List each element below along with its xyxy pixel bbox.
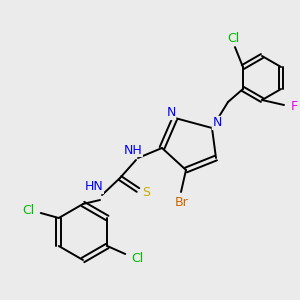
- Text: Cl: Cl: [22, 205, 35, 218]
- Text: Cl: Cl: [131, 251, 143, 265]
- Text: HN: HN: [85, 181, 104, 194]
- Text: NH: NH: [124, 143, 142, 157]
- Text: S: S: [142, 185, 150, 199]
- Text: F: F: [290, 100, 298, 113]
- Text: Cl: Cl: [227, 32, 239, 46]
- Text: N: N: [166, 106, 176, 119]
- Text: Br: Br: [175, 196, 189, 208]
- Text: N: N: [212, 116, 222, 130]
